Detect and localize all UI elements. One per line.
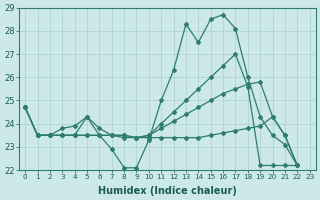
X-axis label: Humidex (Indice chaleur): Humidex (Indice chaleur) [98, 186, 237, 196]
